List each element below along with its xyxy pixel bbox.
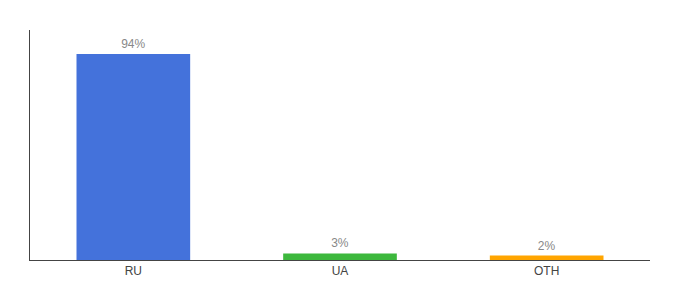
svg-text:94%: 94% [121,37,145,51]
svg-text:2%: 2% [538,239,556,253]
svg-text:3%: 3% [331,236,349,250]
svg-text:OTH: OTH [534,264,559,278]
svg-text:UA: UA [332,264,349,278]
svg-text:RU: RU [125,264,142,278]
